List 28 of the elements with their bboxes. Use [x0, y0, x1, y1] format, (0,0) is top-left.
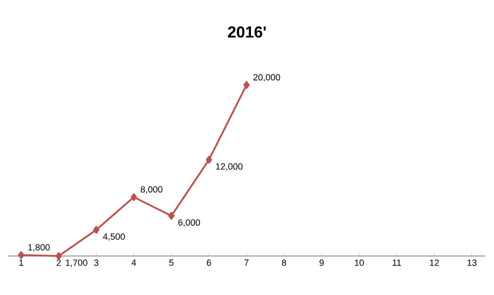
- x-tick-label: 8: [282, 260, 286, 266]
- point: [130, 193, 137, 202]
- data-label: 1,800: [28, 244, 50, 252]
- x-tick-label: 3: [94, 260, 98, 266]
- x-tick-label: 2: [56, 260, 61, 266]
- point: [168, 212, 175, 220]
- chart-title: 2016': [228, 26, 266, 38]
- x-tick-label: 4: [132, 260, 136, 266]
- x-tick-label: 1: [19, 260, 24, 266]
- x-tick-label: 9: [320, 260, 324, 266]
- x-tick-label: 7: [244, 260, 249, 266]
- x-tick-label: 13: [468, 260, 476, 266]
- point: [93, 226, 100, 234]
- data-label: 4,500: [102, 233, 125, 241]
- data-label: 12,000: [216, 163, 243, 171]
- data-label: 20,000: [253, 74, 280, 82]
- x-tick-label: 10: [354, 260, 364, 266]
- x-tick-label: 12: [430, 260, 439, 266]
- point: [56, 252, 62, 260]
- point: [18, 251, 24, 259]
- data-label: 6,000: [178, 219, 200, 227]
- data-label: 8,000: [140, 186, 162, 194]
- x-tick-label: 11: [392, 260, 401, 266]
- data-label: 1,700: [66, 260, 88, 267]
- x-tick-label: 5: [169, 260, 174, 266]
- x-tick-label: 6: [206, 260, 212, 266]
- point: [206, 156, 212, 164]
- point: [243, 81, 250, 89]
